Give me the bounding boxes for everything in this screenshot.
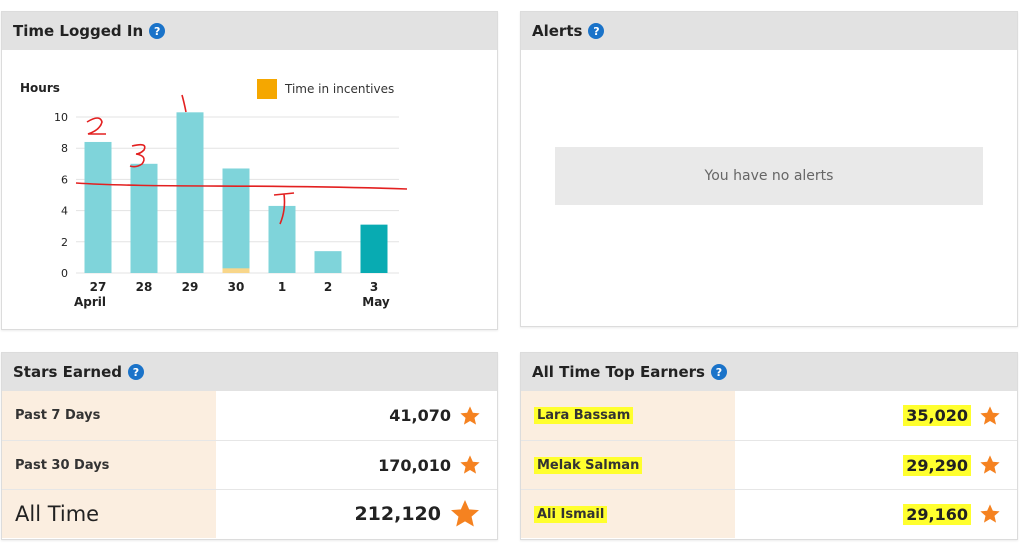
stars-table: Past 7 Days 41,070 Past 30 Days 170,010 … [2,391,497,538]
help-icon[interactable]: ? [128,364,144,380]
y-tick-label: 0 [61,267,68,280]
y-tick-label: 8 [61,142,68,155]
row-value-cell: 41,070 [216,391,497,440]
help-icon[interactable]: ? [149,23,166,39]
panel-title: Alerts [532,22,583,40]
table-row: Melak Salman 29,290 [521,440,1017,489]
earner-name: Melak Salman [534,456,643,474]
table-row: All Time 212,120 [2,489,497,538]
no-alerts-message: You have no alerts [555,147,983,205]
row-value: 41,070 [389,406,451,425]
panel-title: Time Logged In [13,22,144,40]
x-tick-label: 1 [278,280,286,294]
alerts-panel: Alerts ? You have no alerts [520,11,1018,327]
bar [360,224,388,273]
row-value-cell: 212,120 [216,490,497,538]
stars-earned-panel: Stars Earned ? Past 7 Days 41,070 Past 3… [1,352,498,540]
star-icon [980,504,1000,523]
panel-title: Stars Earned [13,363,122,381]
y-axis-title: Hours [20,81,60,95]
table-row: Lara Bassam 35,020 [521,391,1017,440]
y-tick-label: 6 [61,173,68,186]
y-tick-label: 10 [54,111,68,124]
bar [130,163,158,273]
annotation-mark [181,94,187,113]
top-earners-panel: All Time Top Earners ? Lara Bassam 35,02… [520,352,1018,540]
x-month-label: April [74,295,106,309]
x-month-label: May [362,295,390,309]
table-row: Past 7 Days 41,070 [2,391,497,440]
earner-stars: 35,020 [903,405,971,426]
bar [84,141,112,273]
earner-name-cell: Ali Ismail [521,490,735,538]
panel-header: Stars Earned ? [2,353,497,391]
row-value-cell: 35,020 [735,391,1017,440]
x-tick-label: 28 [136,280,153,294]
annotation-mark [273,192,295,225]
table-row: Past 30 Days 170,010 [2,440,497,489]
x-tick-label: 27 [90,280,107,294]
incentive-bar [222,268,250,273]
annotation-mark [86,117,106,135]
top-earners-table: Lara Bassam 35,020 Melak Salman 29,290 A… [521,391,1017,538]
row-value: 212,120 [354,503,441,525]
y-tick-label: 2 [61,236,68,249]
bar [314,251,342,273]
star-icon [980,405,1000,425]
star-icon [460,455,480,474]
earner-stars: 29,160 [903,503,971,525]
panel-header: All Time Top Earners ? [521,353,1017,391]
x-tick-label: 2 [324,280,332,294]
row-value: 170,010 [378,455,451,475]
legend-swatch [257,79,277,99]
panel-title: All Time Top Earners [532,363,705,381]
bar [222,168,250,273]
y-tick-label: 4 [61,205,68,218]
earner-name-cell: Melak Salman [521,441,735,489]
legend-label: Time in incentives [284,82,394,96]
x-tick-label: 30 [228,280,245,294]
annotation-mark [129,143,146,168]
red-threshold-line [75,182,408,190]
earner-name-cell: Lara Bassam [521,391,735,440]
table-row: Ali Ismail 29,160 [521,489,1017,538]
star-icon [980,455,1000,474]
earner-stars: 29,290 [903,454,971,476]
row-value-cell: 29,290 [735,441,1017,489]
earner-name: Lara Bassam [534,407,634,424]
star-icon [460,405,480,425]
star-icon [451,500,479,527]
x-tick-label: 3 [370,280,378,294]
panel-header: Alerts ? [521,12,1017,50]
row-label: Past 30 Days [2,441,216,489]
row-label: Past 7 Days [2,391,216,440]
panel-header: Time Logged In ? [2,12,497,50]
row-value-cell: 29,160 [735,490,1017,538]
row-value-cell: 170,010 [216,441,497,489]
help-icon[interactable]: ? [710,364,727,380]
bar [176,112,204,273]
x-tick-label: 29 [182,280,199,294]
earner-name: Ali Ismail [534,505,608,523]
row-label: All Time [2,490,216,538]
help-icon[interactable]: ? [588,23,605,39]
time-logged-in-panel: Time Logged In ? Hours 0 2 4 6 8 10 Time in inc… [1,11,498,330]
